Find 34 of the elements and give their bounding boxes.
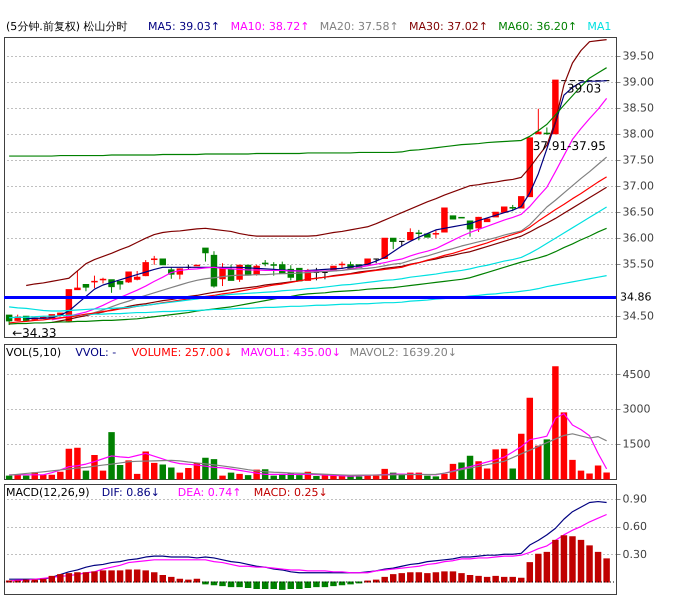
chart-title: (5分钟.前复权) 松山分时 <box>6 20 128 33</box>
text: VOLUME: 257.00↓ <box>132 346 233 359</box>
y-tick-label: 37.50 <box>622 154 654 167</box>
y-tick-label: 34.50 <box>622 310 654 323</box>
text: MA1 <box>587 20 612 33</box>
chart-title: VOL(5,10) <box>6 346 62 359</box>
annotation: VVOL: - <box>75 346 116 359</box>
y-tick-label: 38.50 <box>622 102 654 115</box>
y-tick-label: 38.00 <box>622 128 654 141</box>
y-tick-label: 36.00 <box>622 232 654 245</box>
text: MA60: 36.20↑ <box>498 20 578 33</box>
text: MACD: 0.25↓ <box>254 486 328 499</box>
text: MA10: 38.72↑ <box>230 20 310 33</box>
y-tick-label: 37.00 <box>622 180 654 193</box>
text: DEA: 0.74↑ <box>178 486 242 499</box>
y-tick-label: 0.90 <box>622 492 647 506</box>
y-tick-label: 3000 <box>622 402 650 416</box>
y-tick-label: 0.60 <box>622 520 647 534</box>
y-tick-label: 35.50 <box>622 258 654 271</box>
y-tick-label: 36.50 <box>622 206 654 219</box>
y-tick-label: 39.50 <box>622 50 654 63</box>
text: MAVOL2: 1639.20↓ <box>350 346 457 359</box>
text: MA30: 37.02↑ <box>409 20 488 33</box>
ref-line-label: 34.86 <box>620 290 652 304</box>
y-tick-label: 4500 <box>622 368 650 381</box>
chart-title: MACD(12,26,9) <box>6 486 90 499</box>
text: DIF: 0.86↓ <box>102 486 160 499</box>
annotation: ←34.33 <box>12 326 57 340</box>
y-tick-label: 1500 <box>622 438 650 451</box>
text: MA5: 39.03↑ <box>148 20 220 33</box>
y-tick-label: 39.00 <box>622 76 654 89</box>
text: MA20: 37.58↑ <box>320 20 399 33</box>
text: MAVOL1: 435.00↓ <box>240 346 341 359</box>
y-tick-label: 0.30 <box>622 548 647 561</box>
